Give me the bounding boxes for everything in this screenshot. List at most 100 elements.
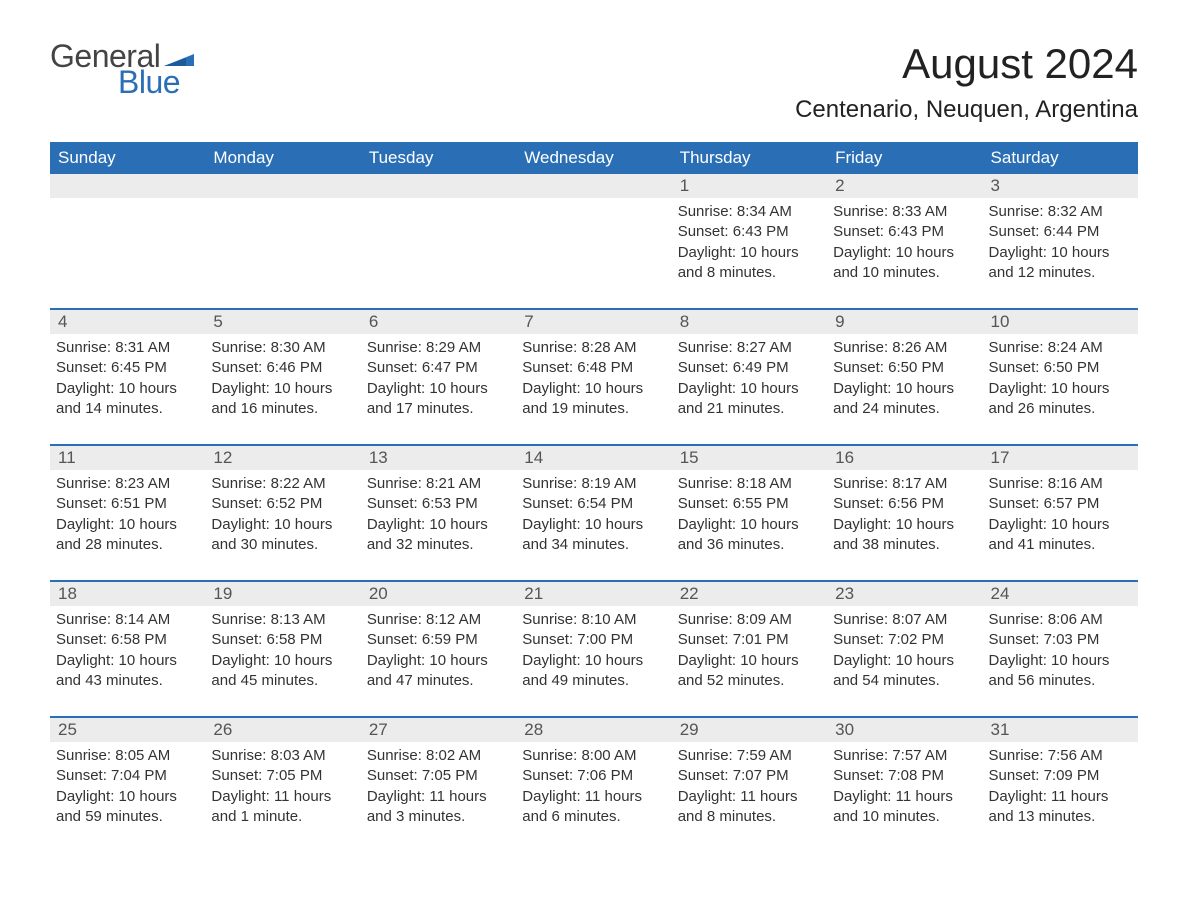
day-number: 6: [369, 312, 378, 331]
week-row: 4Sunrise: 8:31 AMSunset: 6:45 PMDaylight…: [50, 308, 1138, 430]
sunset-text: Sunset: 6:43 PM: [678, 222, 821, 242]
dayhead-mon: Monday: [205, 142, 360, 174]
week-row: ....1Sunrise: 8:34 AMSunset: 6:43 PMDayl…: [50, 174, 1138, 294]
sunset-text: Sunset: 6:59 PM: [367, 630, 510, 650]
day-number: 25: [58, 720, 77, 739]
sunset-text: Sunset: 6:54 PM: [522, 494, 665, 514]
sunrise-text: Sunrise: 8:13 AM: [211, 610, 354, 630]
day-number: 31: [991, 720, 1010, 739]
sunset-text: Sunset: 7:00 PM: [522, 630, 665, 650]
sunset-text: Sunset: 6:58 PM: [56, 630, 199, 650]
sunrise-text: Sunrise: 8:10 AM: [522, 610, 665, 630]
day-info: Sunrise: 8:06 AMSunset: 7:03 PMDaylight:…: [989, 610, 1132, 691]
daylight-text: Daylight: 11 hours and 6 minutes.: [522, 787, 665, 828]
sunset-text: Sunset: 6:52 PM: [211, 494, 354, 514]
day-number-bar: 22: [672, 582, 827, 606]
day-info: Sunrise: 8:03 AMSunset: 7:05 PMDaylight:…: [211, 746, 354, 827]
calendar-cell: 30Sunrise: 7:57 AMSunset: 7:08 PMDayligh…: [827, 718, 982, 838]
calendar-cell: 13Sunrise: 8:21 AMSunset: 6:53 PMDayligh…: [361, 446, 516, 566]
daylight-text: Daylight: 10 hours and 47 minutes.: [367, 651, 510, 692]
calendar-cell: .: [516, 174, 671, 294]
day-number-bar: 11: [50, 446, 205, 470]
day-number-bar: 2: [827, 174, 982, 198]
sunrise-text: Sunrise: 8:26 AM: [833, 338, 976, 358]
sunrise-text: Sunrise: 8:23 AM: [56, 474, 199, 494]
sunrise-text: Sunrise: 8:34 AM: [678, 202, 821, 222]
day-info: Sunrise: 8:12 AMSunset: 6:59 PMDaylight:…: [367, 610, 510, 691]
daylight-text: Daylight: 10 hours and 17 minutes.: [367, 379, 510, 420]
day-number-bar: 20: [361, 582, 516, 606]
sunrise-text: Sunrise: 8:22 AM: [211, 474, 354, 494]
day-number-bar: 1: [672, 174, 827, 198]
day-number: 17: [991, 448, 1010, 467]
logo: General Blue: [50, 40, 194, 98]
day-number: 26: [213, 720, 232, 739]
sunset-text: Sunset: 7:04 PM: [56, 766, 199, 786]
day-number: 12: [213, 448, 232, 467]
day-number-bar: 31: [983, 718, 1138, 742]
sunset-text: Sunset: 6:49 PM: [678, 358, 821, 378]
calendar-cell: 15 Sunrise: 8:18 AMSunset: 6:55 PMDayligh…: [672, 446, 827, 566]
day-info: Sunrise: 8:19 AMSunset: 6:54 PMDaylight:…: [522, 474, 665, 555]
day-number-bar: 15: [672, 446, 827, 470]
day-number: 20: [369, 584, 388, 603]
day-number: 7: [524, 312, 533, 331]
sunrise-text: Sunrise: 8:12 AM: [367, 610, 510, 630]
calendar-cell: 26 Sunrise: 8:03 AMSunset: 7:05 PMDayligh…: [205, 718, 360, 838]
day-number: 4: [58, 312, 67, 331]
daylight-text: Daylight: 10 hours and 28 minutes.: [56, 515, 199, 556]
sunrise-text: Sunrise: 8:07 AM: [833, 610, 976, 630]
day-number: 2: [835, 176, 844, 195]
daylight-text: Daylight: 10 hours and 36 minutes.: [678, 515, 821, 556]
calendar-cell: 10Sunrise: 8:24 AMSunset: 6:50 PMDayligh…: [983, 310, 1138, 430]
sunset-text: Sunset: 7:06 PM: [522, 766, 665, 786]
day-number: 11: [58, 448, 76, 467]
day-number-bar: 28: [516, 718, 671, 742]
daylight-text: Daylight: 10 hours and 12 minutes.: [989, 243, 1132, 284]
dayhead-wed: Wednesday: [516, 142, 671, 174]
day-number-bar: 24: [983, 582, 1138, 606]
day-number-bar: 27: [361, 718, 516, 742]
daylight-text: Daylight: 11 hours and 1 minute.: [211, 787, 354, 828]
calendar-cell: .: [361, 174, 516, 294]
day-number-bar: 18: [50, 582, 205, 606]
day-number-bar: .: [205, 174, 360, 198]
day-info: Sunrise: 8:09 AMSunset: 7:01 PMDaylight:…: [678, 610, 821, 691]
daylight-text: Daylight: 10 hours and 8 minutes.: [678, 243, 821, 284]
dayhead-thu: Thursday: [672, 142, 827, 174]
day-info: Sunrise: 7:56 AMSunset: 7:09 PMDaylight:…: [989, 746, 1132, 827]
daylight-text: Daylight: 11 hours and 8 minutes.: [678, 787, 821, 828]
day-number: 29: [680, 720, 699, 739]
day-info: Sunrise: 8:30 AMSunset: 6:46 PMDaylight:…: [211, 338, 354, 419]
day-number: 10: [991, 312, 1010, 331]
calendar-cell: 25 Sunrise: 8:05 AMSunset: 7:04 PMDayligh…: [50, 718, 205, 838]
sunset-text: Sunset: 6:55 PM: [678, 494, 821, 514]
day-info: Sunrise: 8:05 AMSunset: 7:04 PMDaylight:…: [56, 746, 199, 827]
daylight-text: Daylight: 10 hours and 32 minutes.: [367, 515, 510, 556]
week-row: 25 Sunrise: 8:05 AMSunset: 7:04 PMDayligh…: [50, 716, 1138, 838]
sunset-text: Sunset: 6:47 PM: [367, 358, 510, 378]
day-info: Sunrise: 8:17 AMSunset: 6:56 PMDaylight:…: [833, 474, 976, 555]
calendar-cell: 31 Sunrise: 7:56 AMSunset: 7:09 PMDayligh…: [983, 718, 1138, 838]
daylight-text: Daylight: 10 hours and 10 minutes.: [833, 243, 976, 284]
sunrise-text: Sunrise: 8:18 AM: [678, 474, 821, 494]
calendar-cell: 17 Sunrise: 8:16 AMSunset: 6:57 PMDayligh…: [983, 446, 1138, 566]
day-number-bar: 12: [205, 446, 360, 470]
day-number-bar: 9: [827, 310, 982, 334]
sunset-text: Sunset: 7:01 PM: [678, 630, 821, 650]
sunset-text: Sunset: 7:07 PM: [678, 766, 821, 786]
daylight-text: Daylight: 10 hours and 45 minutes.: [211, 651, 354, 692]
daylight-text: Daylight: 10 hours and 16 minutes.: [211, 379, 354, 420]
day-number: 18: [58, 584, 77, 603]
day-number-bar: 10: [983, 310, 1138, 334]
day-number: 14: [524, 448, 543, 467]
day-number: 5: [213, 312, 222, 331]
day-info: Sunrise: 8:14 AMSunset: 6:58 PMDaylight:…: [56, 610, 199, 691]
day-number: 27: [369, 720, 388, 739]
day-info: Sunrise: 8:34 AMSunset: 6:43 PMDaylight:…: [678, 202, 821, 283]
daylight-text: Daylight: 10 hours and 54 minutes.: [833, 651, 976, 692]
day-number: 21: [524, 584, 543, 603]
day-number-bar: 30: [827, 718, 982, 742]
day-info: Sunrise: 8:29 AMSunset: 6:47 PMDaylight:…: [367, 338, 510, 419]
day-info: Sunrise: 8:16 AMSunset: 6:57 PMDaylight:…: [989, 474, 1132, 555]
